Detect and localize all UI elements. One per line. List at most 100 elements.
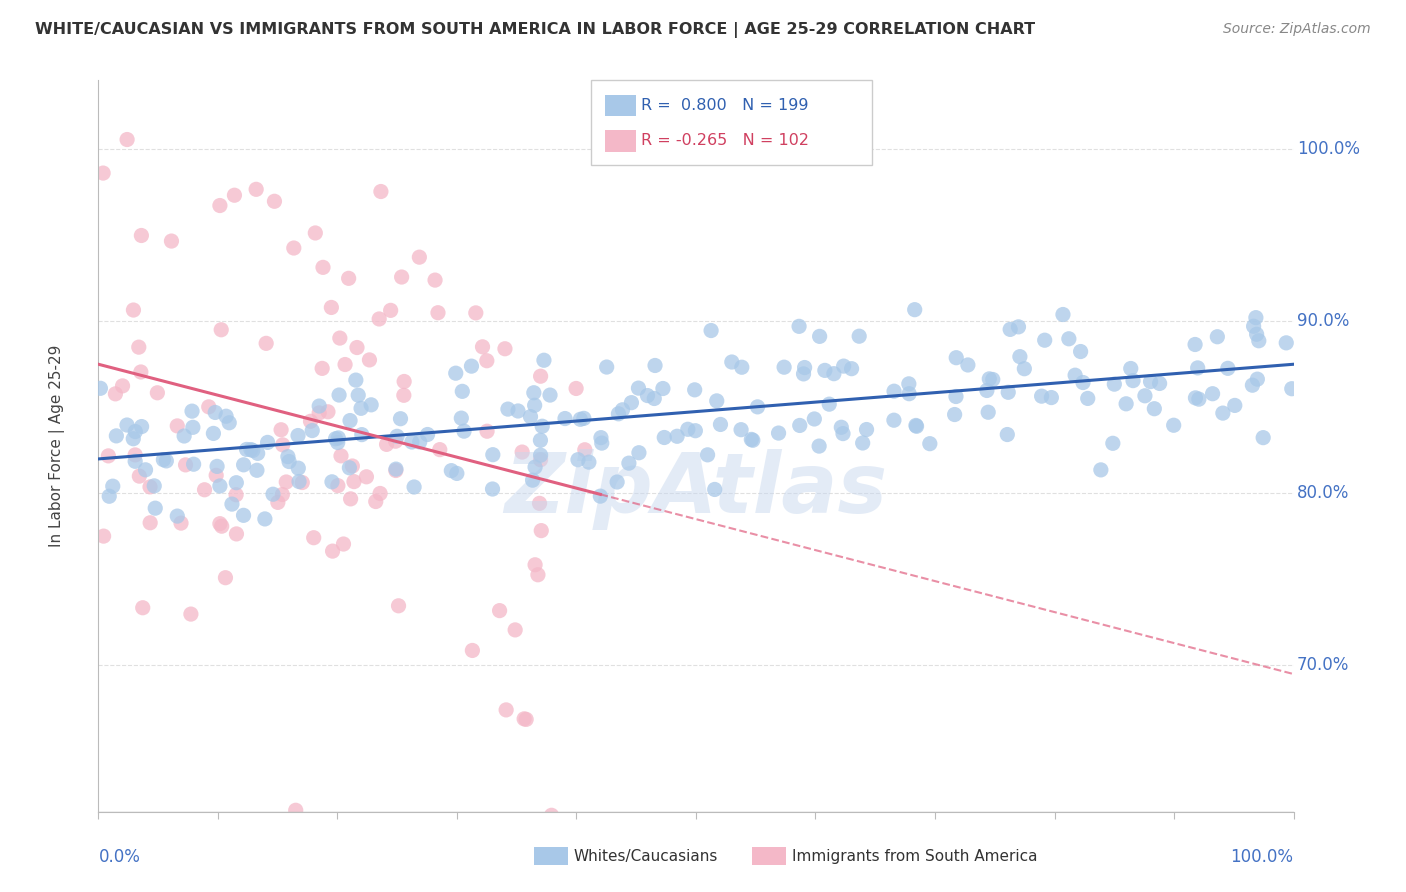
Point: [495, 703, 517, 717]
Point: [271, 438, 294, 452]
Point: [612, 402, 634, 417]
Text: Source: ZipAtlas.com: Source: ZipAtlas.com: [1223, 22, 1371, 37]
Point: [152, 452, 174, 467]
Point: [1119, 361, 1142, 376]
Point: [471, 340, 494, 354]
Point: [215, 409, 238, 424]
Point: [143, 501, 166, 516]
Point: [416, 427, 439, 442]
Point: [706, 393, 728, 408]
Point: [572, 411, 595, 425]
Point: [321, 301, 343, 315]
Point: [232, 508, 254, 523]
Point: [208, 516, 231, 531]
Point: [818, 397, 841, 411]
Point: [370, 185, 392, 199]
Point: [276, 475, 298, 489]
Point: [221, 497, 243, 511]
Point: [124, 454, 146, 468]
Point: [567, 452, 589, 467]
Point: [287, 461, 309, 475]
Point: [793, 367, 815, 381]
Point: [1133, 389, 1156, 403]
Point: [510, 445, 533, 459]
Point: [387, 599, 409, 613]
Point: [301, 424, 323, 438]
Point: [347, 388, 370, 402]
Point: [359, 352, 381, 367]
Text: R =  0.800   N = 199: R = 0.800 N = 199: [641, 98, 808, 112]
Point: [1243, 319, 1265, 334]
Point: [385, 462, 408, 476]
Point: [898, 386, 921, 401]
Point: [981, 372, 1004, 386]
Point: [904, 418, 927, 433]
Point: [830, 420, 852, 434]
Point: [254, 336, 277, 351]
Point: [740, 433, 762, 447]
Point: [218, 416, 240, 430]
Point: [803, 412, 825, 426]
Point: [841, 361, 863, 376]
Point: [333, 358, 356, 372]
Point: [523, 385, 546, 400]
Point: [128, 469, 150, 483]
Point: [943, 408, 966, 422]
Text: 100.0%: 100.0%: [1298, 140, 1360, 158]
Point: [808, 439, 831, 453]
Point: [423, 273, 446, 287]
Point: [288, 475, 311, 489]
Point: [444, 366, 467, 380]
Text: 0.0%: 0.0%: [98, 848, 141, 866]
Point: [253, 512, 276, 526]
Point: [225, 475, 247, 490]
Point: [741, 434, 763, 448]
Point: [316, 405, 339, 419]
Point: [308, 399, 330, 413]
Point: [368, 312, 391, 326]
Point: [246, 446, 269, 460]
Point: [180, 607, 202, 621]
Point: [524, 460, 547, 475]
Point: [93, 529, 115, 543]
Point: [852, 436, 875, 450]
Point: [1149, 376, 1171, 391]
Text: Whites/Caucasians: Whites/Caucasians: [574, 849, 718, 863]
Point: [193, 483, 215, 497]
Point: [427, 306, 450, 320]
Point: [325, 432, 347, 446]
Point: [131, 419, 153, 434]
Point: [342, 458, 364, 473]
Point: [531, 419, 554, 434]
Point: [995, 427, 1018, 442]
Point: [1184, 337, 1206, 351]
Point: [146, 385, 169, 400]
Point: [337, 460, 360, 475]
Point: [1244, 310, 1267, 325]
Point: [326, 478, 349, 492]
Point: [245, 182, 267, 196]
Point: [392, 375, 415, 389]
Point: [270, 423, 292, 437]
Point: [311, 361, 333, 376]
Point: [475, 353, 498, 368]
Point: [205, 459, 228, 474]
Point: [591, 436, 613, 450]
Point: [256, 435, 278, 450]
Point: [132, 600, 155, 615]
Point: [166, 509, 188, 524]
Point: [503, 623, 526, 637]
Point: [1071, 376, 1094, 390]
Text: R = -0.265   N = 102: R = -0.265 N = 102: [641, 134, 808, 148]
Point: [181, 404, 204, 418]
Point: [855, 423, 877, 437]
Point: [905, 419, 928, 434]
Point: [380, 303, 402, 318]
Point: [789, 418, 811, 433]
Point: [173, 429, 195, 443]
Point: [1216, 361, 1239, 376]
Point: [488, 604, 510, 618]
Point: [527, 567, 550, 582]
Point: [267, 495, 290, 509]
Point: [1122, 374, 1144, 388]
